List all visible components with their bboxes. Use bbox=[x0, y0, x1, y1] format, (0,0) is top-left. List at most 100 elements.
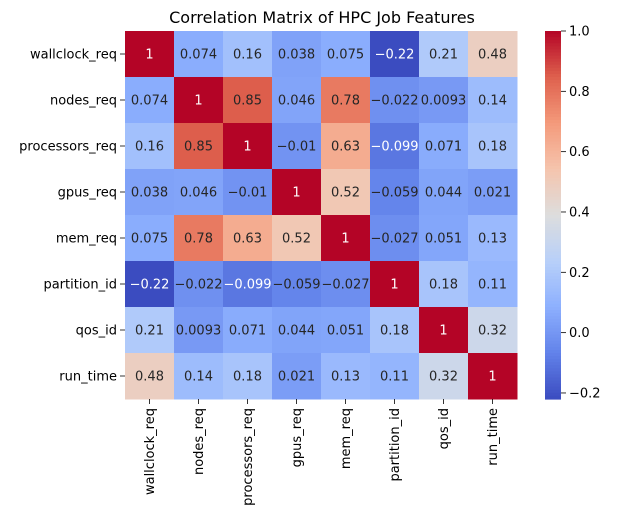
heatmap-cell bbox=[419, 215, 469, 262]
colorbar-segment bbox=[545, 141, 561, 146]
cell-value-label: 1 bbox=[439, 324, 447, 339]
x-tick-labels: wallclock_req nodes_req processors_req gpus… bbox=[143, 399, 501, 506]
heatmap-cell bbox=[468, 31, 518, 78]
cell-value-label: 0.48 bbox=[478, 48, 507, 63]
colorbar-segment bbox=[545, 307, 561, 311]
chart-title: Correlation Matrix of HPC Job Features bbox=[169, 8, 475, 27]
colorbar-segment bbox=[545, 313, 561, 317]
colorbar-segment bbox=[545, 310, 561, 314]
heatmap-cell bbox=[223, 215, 273, 262]
colorbar-segment bbox=[545, 343, 561, 348]
colorbar-segment bbox=[545, 389, 561, 394]
cell-value-label: 0.11 bbox=[380, 370, 409, 385]
heatmap-cell bbox=[321, 31, 371, 78]
colorbar-segment bbox=[545, 322, 561, 326]
x-tick-label: mem_req bbox=[339, 408, 354, 469]
colorbar-segment bbox=[545, 362, 561, 366]
heatmap-cell bbox=[321, 307, 371, 354]
colorbar-segment bbox=[545, 285, 561, 290]
heatmap-cell bbox=[272, 307, 322, 354]
cell-value-label: 0.16 bbox=[135, 140, 164, 155]
heatmap-cell bbox=[370, 353, 420, 400]
y-tick-label: qos_id bbox=[76, 324, 117, 339]
heatmap-cell bbox=[272, 31, 322, 78]
cell-value-label: 1 bbox=[488, 370, 496, 385]
cell-value-label: −0.022 bbox=[370, 94, 418, 109]
colorbar-segment bbox=[545, 126, 561, 130]
colorbar-segment bbox=[545, 52, 561, 57]
colorbar-segment bbox=[545, 34, 561, 38]
heatmap-cell bbox=[419, 77, 469, 124]
colorbar-tick-label: 0.4 bbox=[569, 205, 590, 220]
y-tick-label: mem_req bbox=[56, 232, 117, 247]
cell-value-label: 0.021 bbox=[474, 186, 511, 201]
colorbar-segment bbox=[545, 162, 561, 167]
cell-value-label: 0.21 bbox=[429, 48, 458, 63]
cell-value-label: 0.075 bbox=[131, 232, 168, 247]
cell-value-label: 0.14 bbox=[478, 94, 507, 109]
colorbar-segment bbox=[545, 150, 561, 155]
cell-value-label: 1 bbox=[194, 94, 202, 109]
heatmap-cell bbox=[223, 353, 273, 400]
colorbar-segment bbox=[545, 67, 561, 72]
cell-value-label: 0.21 bbox=[135, 324, 164, 339]
heatmap-cell bbox=[370, 215, 420, 262]
colorbar-segment bbox=[545, 248, 561, 253]
heatmap-cell bbox=[370, 307, 420, 354]
colorbar-segment bbox=[545, 107, 561, 112]
colorbar-segment bbox=[545, 224, 561, 228]
cell-value-label: 0.16 bbox=[233, 48, 262, 63]
heatmap-cell bbox=[174, 261, 224, 308]
colorbar-segment bbox=[545, 129, 561, 133]
cell-value-label: 0.85 bbox=[233, 94, 262, 109]
heatmap-cell bbox=[223, 169, 273, 216]
colorbar-segment bbox=[545, 40, 561, 44]
colorbar-segment bbox=[545, 64, 561, 69]
cell-value-label: 0.074 bbox=[131, 94, 168, 109]
colorbar-segment bbox=[545, 211, 561, 216]
heatmap-cell bbox=[468, 77, 518, 124]
cell-value-label: −0.099 bbox=[223, 278, 271, 293]
heatmap-cell bbox=[174, 123, 224, 170]
colorbar: −0.2 0.0 0.2 0.4 0.6 0.8 1.0 bbox=[545, 25, 601, 401]
colorbar-segment bbox=[545, 291, 561, 296]
heatmap-cell bbox=[370, 77, 420, 124]
heatmap-cell bbox=[321, 261, 371, 308]
colorbar-segment bbox=[545, 276, 561, 280]
cell-value-label: 0.051 bbox=[327, 324, 364, 339]
heatmap-cell bbox=[272, 215, 322, 262]
heatmap-cell bbox=[272, 77, 322, 124]
cell-value-label: 0.13 bbox=[478, 232, 507, 247]
cell-value-label: −0.059 bbox=[370, 186, 418, 201]
colorbar-segment bbox=[545, 73, 561, 78]
cell-value-label: −0.22 bbox=[375, 48, 415, 63]
heatmap-cell bbox=[223, 123, 273, 170]
colorbar-segment bbox=[545, 233, 561, 238]
cell-value-label: 0.044 bbox=[278, 324, 315, 339]
cell-value-label: 1 bbox=[390, 278, 398, 293]
cell-value-label: 0.13 bbox=[331, 370, 360, 385]
colorbar-segment bbox=[545, 353, 561, 357]
colorbar-segment bbox=[545, 227, 561, 231]
colorbar-segment bbox=[545, 257, 561, 262]
colorbar-tick-label: 0.8 bbox=[569, 85, 590, 100]
cell-value-label: 0.18 bbox=[233, 370, 262, 385]
colorbar-segment bbox=[545, 77, 561, 81]
colorbar-segment bbox=[545, 230, 561, 234]
cell-value-label: 0.021 bbox=[278, 370, 315, 385]
cell-value-label: −0.01 bbox=[277, 140, 317, 155]
colorbar-tick-label: 0.2 bbox=[569, 266, 590, 281]
heatmap-cell bbox=[174, 169, 224, 216]
colorbar-segment bbox=[545, 236, 561, 241]
heatmap-cell bbox=[272, 169, 322, 216]
heatmap-cell bbox=[419, 353, 469, 400]
colorbar-segment bbox=[545, 205, 561, 210]
cell-value-label: −0.027 bbox=[321, 278, 369, 293]
heatmap-cell bbox=[468, 307, 518, 354]
cell-value-label: 0.0093 bbox=[176, 324, 222, 339]
colorbar-segment bbox=[545, 273, 561, 277]
x-tick-label: nodes_req bbox=[192, 408, 207, 475]
colorbar-segment bbox=[545, 61, 561, 66]
cell-value-label: 0.075 bbox=[327, 48, 364, 63]
